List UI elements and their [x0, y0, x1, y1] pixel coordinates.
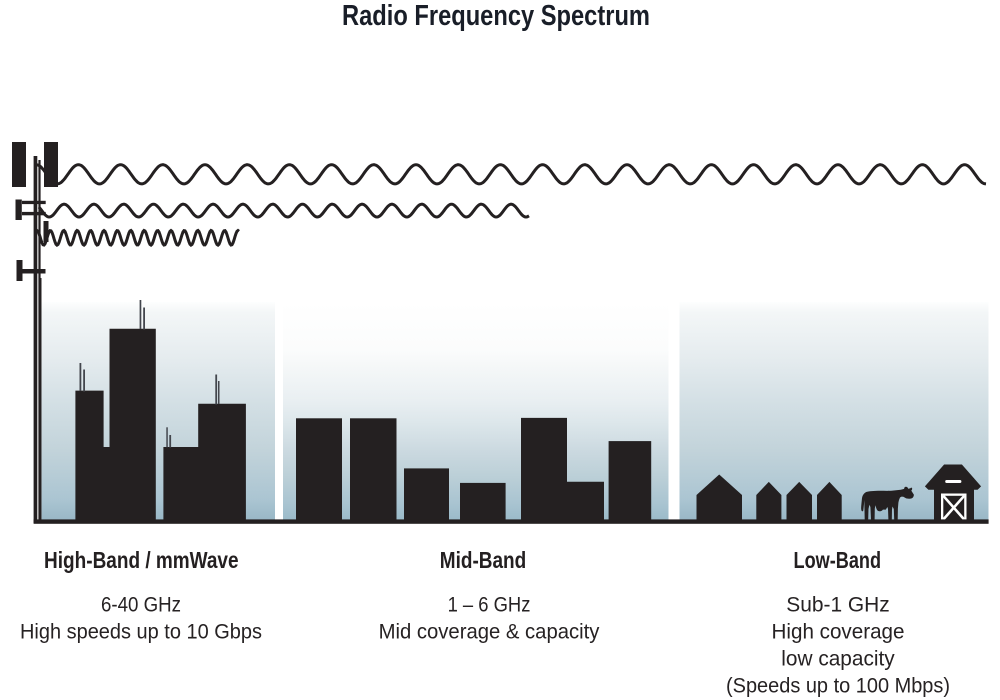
svg-text:Mid-Band: Mid-Band	[440, 547, 526, 573]
svg-text:Radio Frequency Spectrum: Radio Frequency Spectrum	[342, 0, 650, 32]
svg-text:Mid coverage & capacity: Mid coverage & capacity	[379, 621, 600, 644]
svg-text:6-40 GHz: 6-40 GHz	[101, 594, 181, 617]
svg-text:Low-Band: Low-Band	[794, 547, 882, 573]
svg-text:High coverage: High coverage	[772, 621, 905, 644]
svg-text:low capacity: low capacity	[781, 648, 895, 671]
svg-text:High-Band / mmWave: High-Band / mmWave	[44, 547, 239, 573]
svg-text:High speeds up to 10 Gbps: High speeds up to 10 Gbps	[20, 621, 262, 644]
svg-text:1 – 6 GHz: 1 – 6 GHz	[448, 594, 531, 617]
svg-text:(Speeds up to 100 Mbps): (Speeds up to 100 Mbps)	[726, 674, 950, 697]
svg-text:Sub-1 GHz: Sub-1 GHz	[786, 594, 890, 617]
